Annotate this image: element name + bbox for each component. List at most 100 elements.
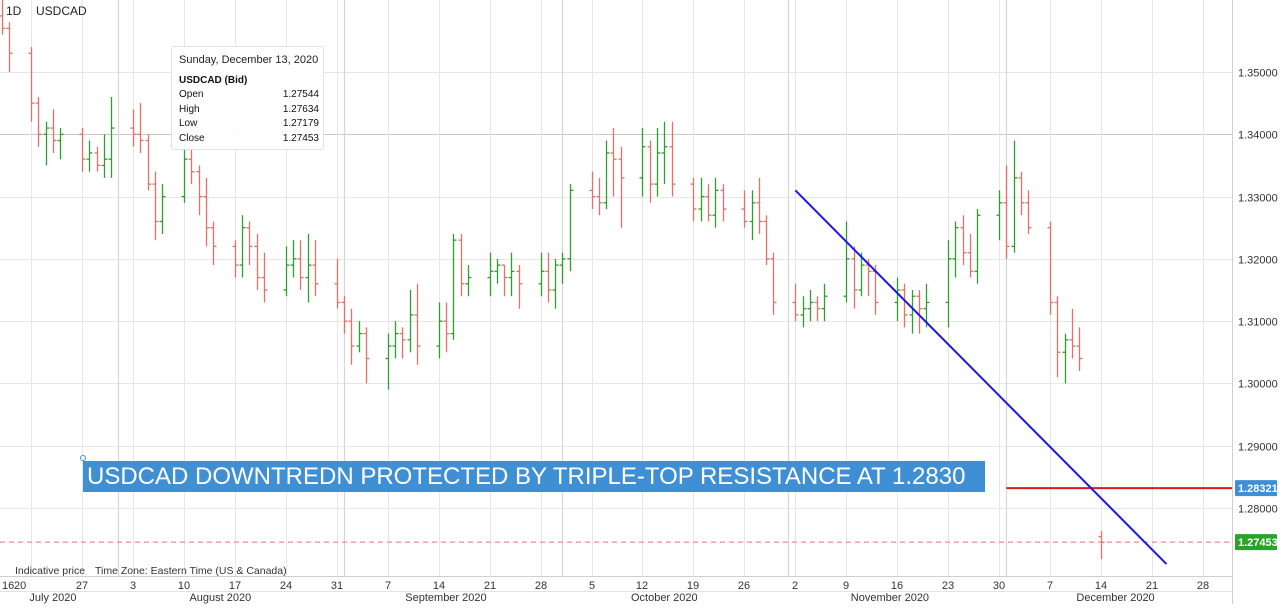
ohlc-bar[interactable] (516, 265, 523, 309)
ohlc-bar[interactable] (399, 327, 406, 359)
ohlc-bar[interactable] (923, 283, 930, 328)
ohlc-bar[interactable] (203, 177, 210, 247)
ohlc-bar[interactable] (792, 283, 799, 322)
ohlc-bar[interactable] (800, 296, 807, 328)
ohlc-bar[interactable] (698, 177, 705, 222)
ohlc-bar[interactable] (28, 47, 35, 122)
timezone-note[interactable]: Time Zone: Eastern Time (US & Canada) (95, 565, 287, 577)
ohlc-bar[interactable] (741, 190, 748, 228)
downtrend-line[interactable] (794, 189, 1168, 565)
ohlc-bar[interactable] (79, 128, 86, 172)
ohlc-bar[interactable] (487, 252, 494, 297)
ohlc-bar[interactable] (334, 258, 341, 309)
ohlc-bar[interactable] (94, 146, 101, 172)
interval-label[interactable]: 1D (6, 4, 22, 18)
ohlc-bar[interactable] (458, 233, 465, 297)
ohlc-bar[interactable] (181, 140, 188, 203)
ohlc-bar[interactable] (960, 215, 967, 266)
annotation-anchor-handle[interactable] (80, 455, 86, 461)
ohlc-bar[interactable] (443, 302, 450, 353)
ohlc-bar[interactable] (283, 246, 290, 297)
ohlc-bar[interactable] (1011, 140, 1018, 253)
ohlc-bar[interactable] (1025, 190, 1032, 234)
ohlc-bar[interactable] (188, 146, 195, 185)
ohlc-bar[interactable] (858, 252, 865, 297)
ohlc-bar[interactable] (239, 215, 246, 278)
ohlc-bar[interactable] (137, 103, 144, 153)
ohlc-bar[interactable] (159, 184, 166, 234)
ohlc-bar[interactable] (407, 290, 414, 353)
ohlc-bar[interactable] (130, 109, 137, 147)
ohlc-bar[interactable] (1018, 171, 1025, 216)
ohlc-bar[interactable] (712, 177, 719, 228)
ohlc-bar[interactable] (916, 290, 923, 334)
ohlc-bar[interactable] (763, 215, 770, 266)
ohlc-bar[interactable] (807, 290, 814, 322)
ohlc-bar[interactable] (639, 128, 646, 197)
ohlc-bar[interactable] (348, 308, 355, 365)
ohlc-bar[interactable] (0, 0, 6, 35)
ohlc-bar[interactable] (297, 240, 304, 290)
ohlc-bar[interactable] (465, 265, 472, 297)
ohlc-bar[interactable] (50, 109, 57, 153)
ohlc-bar[interactable] (843, 221, 850, 303)
ohlc-bar[interactable] (312, 240, 319, 297)
ohlc-bar[interactable] (152, 171, 159, 241)
ohlc-bar[interactable] (967, 233, 974, 278)
ohlc-bar[interactable] (603, 140, 610, 210)
ohlc-bar[interactable] (101, 134, 108, 178)
ohlc-bar[interactable] (894, 277, 901, 322)
ohlc-bar[interactable] (661, 121, 668, 185)
ohlc-bar[interactable] (538, 252, 545, 297)
ohlc-bar[interactable] (974, 209, 981, 284)
ohlc-bar[interactable] (86, 140, 93, 172)
ohlc-bar[interactable] (552, 258, 559, 309)
ohlc-bar[interactable] (508, 252, 515, 297)
ohlc-bar[interactable] (567, 184, 574, 272)
ohlc-bar[interactable] (450, 233, 457, 340)
ohlc-bar[interactable] (1062, 333, 1069, 384)
ohlc-bar[interactable] (501, 264, 508, 297)
ohlc-bar[interactable] (996, 190, 1003, 241)
ohlc-bar[interactable] (436, 302, 443, 359)
ohlc-bar[interactable] (6, 22, 13, 72)
ohlc-bar[interactable] (232, 240, 239, 278)
ohlc-bar[interactable] (196, 165, 203, 216)
ohlc-bar[interactable] (210, 221, 217, 266)
ohlc-bar[interactable] (705, 184, 712, 222)
ohlc-bar[interactable] (821, 283, 828, 322)
ohlc-bar[interactable] (494, 258, 501, 284)
ohlc-bar[interactable] (654, 128, 661, 197)
symbol-label[interactable]: USDCAD (36, 4, 87, 18)
ohlc-bar[interactable] (57, 128, 64, 160)
ohlc-bar[interactable] (756, 177, 763, 234)
ohlc-bar[interactable] (1076, 327, 1083, 371)
ohlc-bar[interactable] (385, 333, 392, 390)
ohlc-bar[interactable] (559, 252, 566, 284)
ohlc-bar[interactable] (749, 190, 756, 241)
ohlc-bar[interactable] (35, 96, 42, 147)
ohlc-bar[interactable] (363, 327, 370, 384)
ohlc-bar[interactable] (1003, 165, 1010, 259)
ohlc-bar[interactable] (851, 246, 858, 309)
ohlc-bar[interactable] (596, 177, 603, 216)
ohlc-bar[interactable] (246, 221, 253, 266)
ohlc-bar[interactable] (770, 252, 777, 315)
ohlc-bar[interactable] (901, 283, 908, 328)
ohlc-bar[interactable] (1054, 296, 1061, 378)
ohlc-bar[interactable] (254, 233, 261, 290)
annotation-banner[interactable]: USDCAD DOWNTREDN PROTECTED BY TRIPLE-TOP… (83, 461, 985, 492)
ohlc-bar[interactable] (414, 283, 421, 365)
ohlc-bar[interactable] (814, 296, 821, 322)
ohlc-bar[interactable] (108, 96, 115, 178)
ohlc-bar[interactable] (1069, 308, 1076, 359)
ohlc-bar[interactable] (356, 321, 363, 353)
ohlc-bar[interactable] (720, 184, 727, 222)
ohlc-bar[interactable] (290, 240, 297, 278)
ohlc-bar[interactable] (647, 140, 654, 203)
ohlc-bar[interactable] (261, 252, 268, 303)
ohlc-bar[interactable] (43, 121, 50, 166)
ohlc-bar[interactable] (545, 252, 552, 303)
ohlc-bar[interactable] (945, 240, 952, 328)
ohlc-bar[interactable] (589, 171, 596, 210)
